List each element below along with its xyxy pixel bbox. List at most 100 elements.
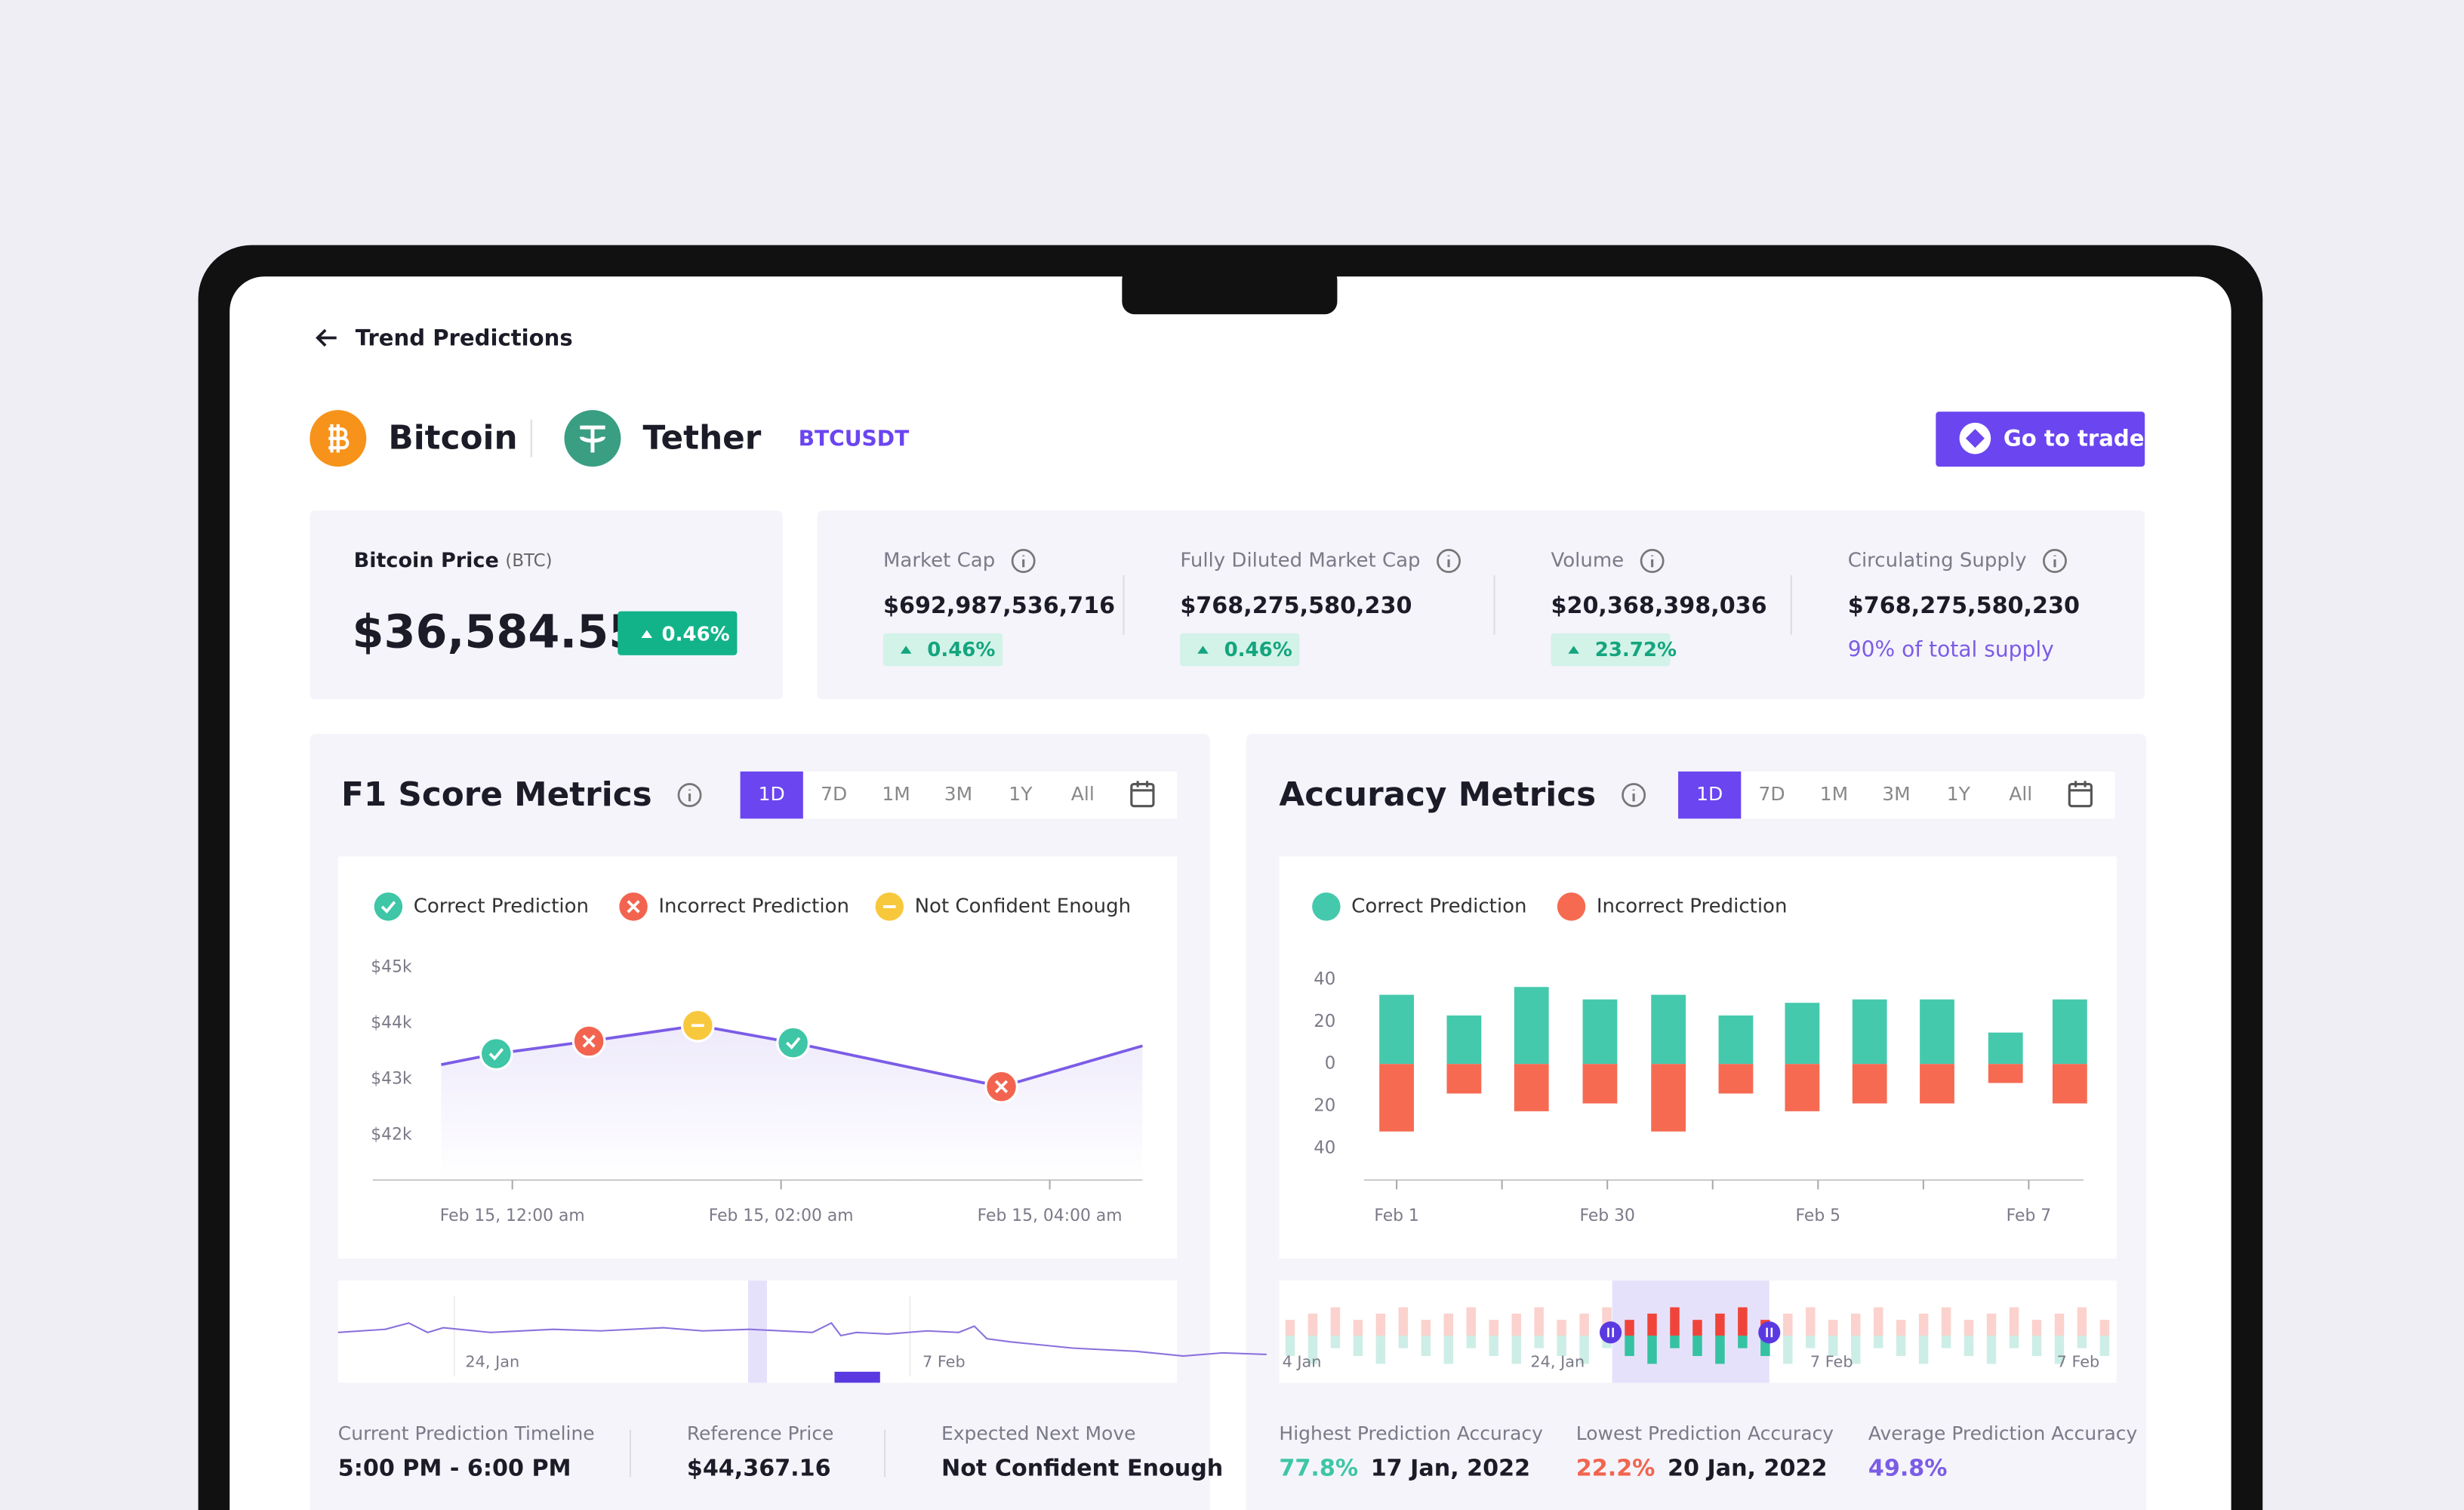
nav-bar [2009, 1335, 2019, 1348]
marker-glyph [582, 1034, 596, 1048]
nav-bar [1941, 1307, 1951, 1336]
timeframe[interactable]: 1Y [1009, 783, 1033, 805]
timeframe-bar [740, 771, 1178, 819]
calendar-icon[interactable] [1130, 782, 1155, 808]
stat-note: 90% of total supply [1848, 637, 2054, 662]
timeframe[interactable]: 3M [944, 783, 972, 805]
timeframe[interactable]: 1M [882, 783, 910, 805]
nav-bar [1489, 1320, 1498, 1336]
up-triangle [641, 630, 653, 638]
bar [1446, 1064, 1482, 1094]
bar [1920, 1064, 1954, 1104]
timeframe-active [1678, 771, 1742, 819]
nav-bar [1534, 1335, 1544, 1348]
nav-bar [1873, 1335, 1883, 1348]
up-triangle [900, 646, 912, 654]
timeframe[interactable]: 3M [1882, 783, 1910, 805]
price-label: Bitcoin Price (BTC) [354, 548, 553, 572]
nav-bar [1579, 1313, 1589, 1336]
timeframe[interactable]: 7D [1759, 783, 1785, 805]
timeframe[interactable]: 1M [1820, 783, 1848, 805]
legend-swatch [1312, 892, 1341, 921]
nav-label: 7 Feb [1810, 1352, 1853, 1370]
nav-bar [1489, 1335, 1498, 1357]
nav-bar [1715, 1313, 1725, 1336]
y-tick-label: $43k [371, 1070, 412, 1089]
nav-bar [1398, 1335, 1409, 1348]
legend-glyph [380, 900, 896, 914]
summary-date: 20 Jan, 2022 [1668, 1455, 1827, 1481]
legend-label: Incorrect Prediction [1597, 895, 1788, 917]
nav-bar [1353, 1320, 1363, 1336]
nav-bar [1896, 1335, 1906, 1357]
bar [1514, 1064, 1549, 1111]
calendar-icon[interactable] [2068, 782, 2093, 808]
legend-label: Correct Prediction [1351, 895, 1526, 917]
quote-name: Tether [643, 419, 762, 458]
nav-label: 7 Feb [2057, 1352, 2100, 1370]
nav-bar [2099, 1320, 2110, 1336]
nav-handle[interactable] [1758, 1321, 1781, 1344]
nav-bar [1285, 1320, 1295, 1336]
back-link[interactable]: Trend Predictions [316, 325, 573, 351]
bar [1379, 994, 1414, 1065]
nav-bar [1285, 1335, 1295, 1357]
nav-label: 4 Jan [1283, 1352, 1322, 1370]
timeframe[interactable]: All [2009, 783, 2032, 805]
info-icon [1011, 549, 1036, 573]
nav-handle-glyph [1766, 1327, 1773, 1338]
nav-bar [2054, 1335, 2065, 1364]
notch [1122, 267, 1338, 315]
timeframe[interactable]: All [1071, 783, 1095, 805]
timeframe[interactable]: 1Y [1947, 783, 1971, 805]
info-icon [1437, 549, 1461, 573]
info-icon [1622, 783, 1646, 807]
nav-bar [1738, 1335, 1748, 1348]
y-tick-label: $44k [371, 1013, 412, 1032]
nav-bar [1715, 1335, 1725, 1364]
nav-highlight [748, 1280, 767, 1383]
nav-bar [2031, 1320, 2042, 1336]
summary-label: Expected Next Move [941, 1422, 1136, 1444]
y-tick-label: 0 [1325, 1054, 1336, 1074]
nav-bar [1896, 1320, 1906, 1336]
prediction-marker [479, 1037, 513, 1071]
trade-button[interactable]: Go to trade [1936, 411, 2145, 467]
nav-bar [2054, 1313, 2065, 1336]
timeframe[interactable]: 1D [759, 783, 785, 805]
timeframe[interactable]: 1D [1696, 783, 1723, 805]
nav-bar [1964, 1320, 1974, 1336]
calendar-glyph [1131, 781, 1153, 792]
back-label: Trend Predictions [356, 325, 573, 351]
nav-bar [1443, 1313, 1454, 1336]
legend-swatch [374, 892, 403, 921]
nav-handle [834, 1371, 880, 1383]
x-tick-label: Feb 15, 12:00 am [440, 1206, 585, 1225]
nav-bar [1421, 1320, 1431, 1336]
bar [1718, 1015, 1754, 1065]
stat-label: Market Cap [883, 549, 995, 572]
summary-label: Average Prediction Accuracy [1868, 1422, 2138, 1444]
nav-handle[interactable] [1599, 1321, 1622, 1344]
summary-label: Lowest Prediction Accuracy [1576, 1422, 1834, 1444]
summary-percent: 22.2% [1576, 1455, 1656, 1481]
nav-bar [1647, 1313, 1657, 1336]
nav-bar [1307, 1335, 1318, 1364]
summary-date: 17 Jan, 2022 [1371, 1455, 1530, 1481]
nav-bar [2031, 1335, 2042, 1357]
nav-bar [1692, 1335, 1702, 1357]
y-tick-label: $45k [371, 957, 412, 976]
area [441, 1025, 1143, 1180]
tether-glyph [579, 425, 606, 453]
price-change: 0.46% [662, 623, 730, 646]
up-triangle [1197, 646, 1209, 654]
timeframe[interactable]: 7D [821, 783, 847, 805]
summary-value: 5:00 PM - 6:00 PM [338, 1455, 571, 1481]
nav-line [337, 1322, 1267, 1357]
change-badge [618, 611, 738, 655]
nav-bar [1828, 1320, 1838, 1336]
nav-bar [1511, 1335, 1521, 1364]
nav-bar [1670, 1335, 1680, 1348]
bar [1446, 1015, 1482, 1065]
